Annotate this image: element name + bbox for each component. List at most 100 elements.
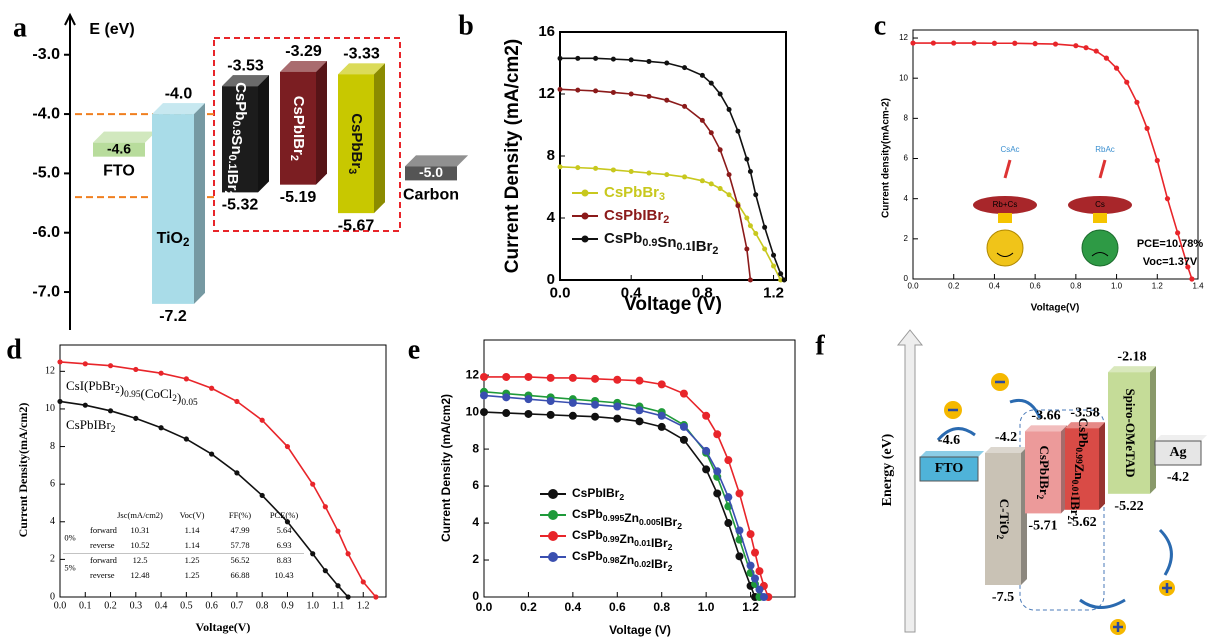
data-point [234, 398, 240, 405]
y-axis-label: Current Density (mA/cm2) [439, 394, 453, 542]
y-tick-label: 4 [904, 194, 909, 203]
face [986, 229, 1024, 267]
data-point [735, 526, 744, 535]
text-part: 0.005 [639, 517, 661, 527]
x-tick-label: 0.7 [231, 600, 244, 611]
text-part: CsPbIBr [66, 417, 111, 432]
y-axis-label: Current Density(mA/cm2) [16, 403, 30, 538]
data-point [751, 574, 760, 583]
panel-label: b [458, 10, 474, 41]
data-point [335, 583, 341, 589]
plus [1162, 583, 1172, 593]
text-part: CsPbBr [604, 184, 659, 201]
text-part: 0.98 [603, 555, 620, 565]
text-part: 0.05 [181, 398, 198, 408]
text-part: Sn [657, 234, 676, 251]
text-part: CsPbIBr [290, 96, 307, 155]
y-tick-label: 12 [538, 85, 555, 102]
data-point [682, 65, 688, 71]
data-point [360, 579, 366, 585]
y-tick-label: 4 [50, 516, 55, 527]
y-tick-label: 6 [904, 154, 909, 163]
band-side [374, 63, 385, 214]
level-label: -4.2 [995, 430, 1017, 445]
data-point [568, 398, 577, 407]
data-point [557, 86, 563, 92]
slab [919, 456, 979, 482]
band-shade [280, 60, 327, 72]
data-point [762, 224, 768, 230]
band [280, 71, 316, 185]
table-cell: 5.64 [277, 525, 293, 535]
panel-label: a [13, 12, 27, 43]
plot-frame [912, 29, 1199, 280]
level-label: -4.0 [165, 85, 193, 102]
data-point [679, 389, 688, 398]
band-shade [374, 63, 385, 214]
y-tick-label: 8 [547, 147, 555, 164]
text-part: 0.995 [603, 513, 625, 523]
band-side [194, 103, 205, 304]
y-tick-label: -7.0 [32, 283, 60, 300]
data-point [771, 252, 777, 258]
legend-marker [581, 189, 589, 197]
band-shade [93, 131, 156, 143]
band-top [152, 103, 205, 115]
y-tick-label: -4.0 [32, 105, 60, 122]
y-axis-label: Current Density (mA/cm2) [502, 39, 523, 273]
x-tick-label: 1.0 [306, 600, 319, 611]
data-point [751, 548, 760, 557]
data-point [568, 373, 577, 382]
legend-label: CsPb0.995Zn0.005IBr2 [572, 507, 682, 531]
y-tick-label: 8 [472, 441, 479, 455]
text-part: 0.95 [124, 390, 141, 400]
table-cell: 57.78 [230, 540, 249, 550]
data-point [557, 164, 563, 170]
x-axis-label: Voltage(V) [196, 620, 251, 634]
table-cell: 10.31 [130, 525, 149, 535]
material-name: CsPbIBr2 [288, 96, 307, 161]
legend-label: CsPb0.99Zn0.01IBr2 [572, 528, 673, 552]
data-point [1083, 45, 1089, 51]
annotation: Cs [1095, 200, 1105, 209]
transfer-arrow [1158, 528, 1173, 576]
text-part: 0.99 [1073, 447, 1083, 464]
band-top [985, 447, 1027, 453]
data-point [593, 165, 599, 171]
y-tick-label: 8 [904, 113, 909, 122]
data-point [753, 192, 759, 198]
data-point [480, 408, 488, 417]
x-tick-label: 0.8 [653, 600, 670, 614]
level-label: -5.67 [338, 217, 375, 234]
data-point [1154, 157, 1160, 164]
data-point [746, 530, 755, 539]
legend-marker [548, 552, 558, 562]
level-label: -3.53 [227, 57, 264, 74]
text-part: Ag [1169, 445, 1186, 460]
table-header: Jsc(mA/cm2) [117, 510, 163, 520]
table-cell: 1.14 [185, 540, 201, 550]
material-name: CsPb0.99Zn0.01IBr2 [1065, 418, 1091, 521]
band-shade [1025, 425, 1067, 432]
data-point [575, 55, 581, 61]
data-point [664, 60, 670, 66]
legend-label: CsPbBr3 [604, 184, 665, 203]
text-part: C-TiO [997, 499, 1012, 535]
data-point [717, 147, 723, 153]
text-part: ) [177, 390, 181, 405]
band-shade [1155, 435, 1207, 441]
y-tick-label: 0 [50, 591, 55, 602]
plot-frame [59, 344, 387, 598]
data-point [951, 40, 957, 46]
table-cell: 12.5 [133, 555, 148, 565]
text-part: 2 [183, 237, 189, 249]
level-label: -3.29 [285, 43, 322, 60]
y-tick-label: 2 [904, 234, 909, 243]
x-tick-label: 0.3 [130, 600, 143, 611]
data-point [657, 411, 666, 420]
text-part: IBr [692, 238, 713, 255]
x-tick-label: 1.4 [1192, 281, 1204, 290]
data-point [713, 489, 722, 498]
y-tick-label: 2 [50, 554, 55, 565]
